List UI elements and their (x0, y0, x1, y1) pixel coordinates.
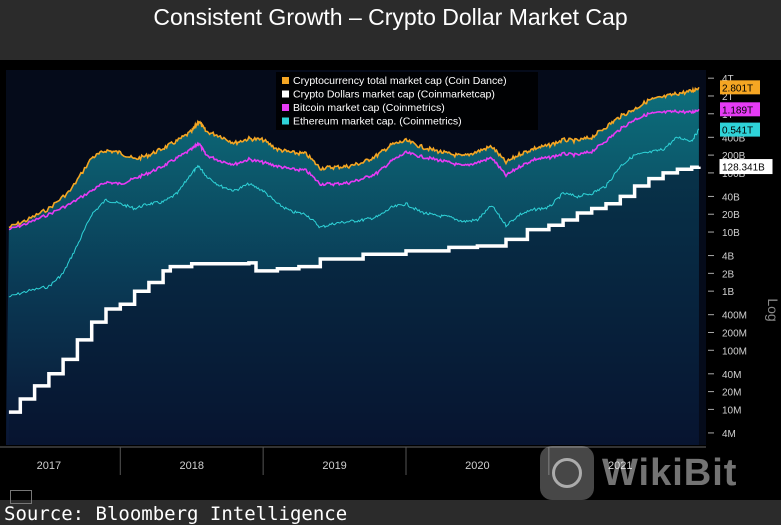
series-line-stable (8, 165, 701, 414)
legend-swatch-eth (282, 117, 289, 125)
y-tick-label: 40M (722, 370, 741, 381)
end-label-box-stable (719, 159, 773, 175)
legend-swatch-btc (282, 104, 289, 111)
y-tick-label: 4T (722, 74, 734, 85)
y-tick-label: 10M (722, 405, 741, 416)
legend-label-eth: Ethereum market cap. (Coinmetrics) (293, 116, 462, 128)
end-label-box-btc (720, 102, 760, 117)
chart-title: Consistent Growth – Crypto Dollar Market… (153, 4, 628, 30)
x-tick-label: 2021 (608, 460, 632, 472)
x-tick-label: 2018 (179, 460, 203, 472)
legend-swatch-total (282, 77, 289, 84)
series-line-eth (8, 128, 700, 298)
x-tick-label: 2019 (322, 460, 346, 472)
y-tick-label: 10B (722, 228, 740, 239)
watermark: WikiBit (540, 446, 770, 502)
y-axis-label: Log (765, 298, 781, 321)
end-label-box-total (720, 80, 760, 95)
y-tick-label: 200B (722, 151, 746, 162)
series-line-total (8, 86, 700, 229)
y-tick-label: 20B (722, 210, 740, 221)
legend-label-stable: Crypto Dollars market cap (Coinmarketcap… (293, 89, 495, 101)
chart-frame: 4T2T1T400B200B100B40B20B10B4B2B1B400M200… (0, 60, 781, 504)
legend-label-btc: Bitcoin market cap (Coinmetrics) (293, 102, 445, 114)
y-tick-label: 1B (722, 287, 735, 298)
end-label-total: 2.801T (722, 83, 753, 94)
y-tick-label: 100B (722, 169, 746, 180)
end-label-stable: 128.341B (722, 163, 765, 174)
y-tick-label: 4M (722, 429, 736, 440)
stable-area (8, 166, 699, 445)
y-tick-label: 400M (722, 311, 747, 322)
series-line-btc (8, 108, 700, 231)
source-note: Source: Bloomberg Intelligence (4, 503, 348, 525)
y-tick-label: 2T (722, 92, 734, 103)
x-axis-band (0, 447, 781, 487)
watermark-text: WikiBit (602, 452, 738, 494)
y-tick-label: 40B (722, 192, 740, 203)
y-tick-label: 4B (722, 252, 735, 263)
x-tick-label: 2017 (37, 460, 61, 472)
y-tick-label: 400B (722, 133, 746, 144)
y-tick-label: 200M (722, 328, 747, 339)
legend-label-total: Cryptocurrency total market cap (Coin Da… (293, 75, 507, 87)
x-tick-label: 2020 (465, 460, 489, 472)
wikibit-logo-icon (540, 446, 594, 500)
y-tick-label: 2B (722, 269, 735, 280)
legend-box (276, 72, 538, 130)
chart-svg: 4T2T1T400B200B100B40B20B10B4B2B1B400M200… (0, 70, 781, 487)
chart-type-icon[interactable] (10, 490, 32, 504)
end-label-box-eth (720, 122, 760, 137)
y-tick-label: 100M (722, 346, 747, 357)
end-label-eth: 0.541T (722, 126, 753, 137)
legend-swatch-stable (282, 90, 289, 98)
end-label-btc: 1.189T (722, 105, 753, 116)
y-tick-label: 20M (722, 388, 741, 399)
